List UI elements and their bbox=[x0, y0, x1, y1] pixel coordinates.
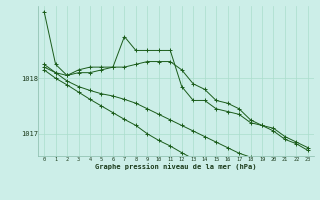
X-axis label: Graphe pression niveau de la mer (hPa): Graphe pression niveau de la mer (hPa) bbox=[95, 163, 257, 170]
